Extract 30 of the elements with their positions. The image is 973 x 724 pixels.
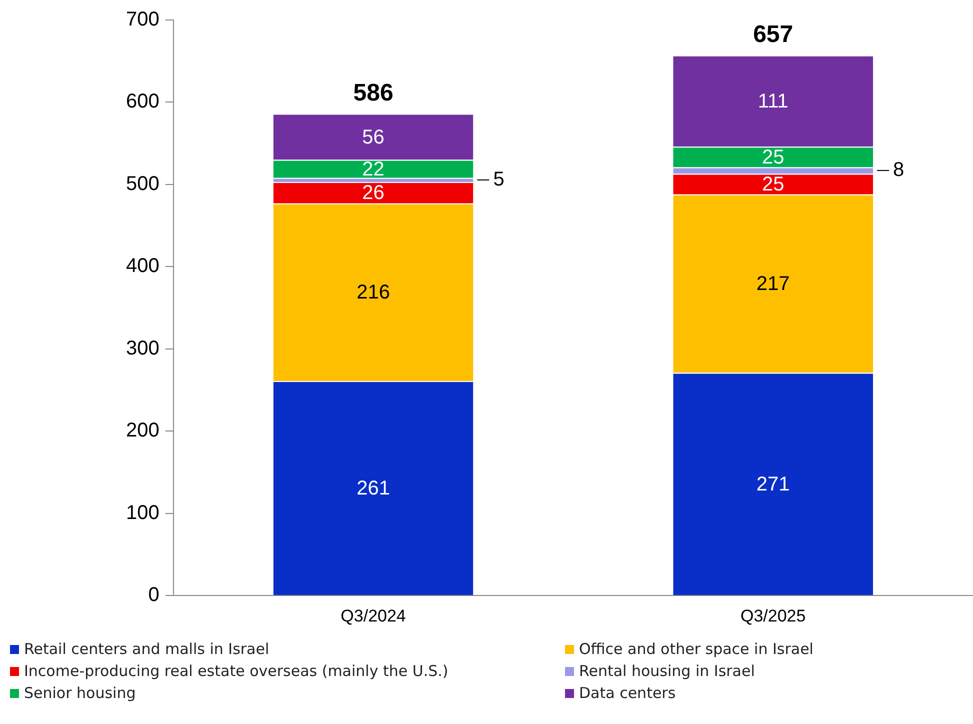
data-label: 26 bbox=[362, 182, 384, 204]
legend-label: Retail centers and malls in Israel bbox=[23, 640, 270, 658]
data-label: 111 bbox=[758, 90, 788, 113]
data-label: 217 bbox=[756, 273, 790, 296]
y-tick-label: 500 bbox=[126, 172, 160, 195]
y-tick-label: 200 bbox=[126, 420, 160, 442]
data-label: 261 bbox=[356, 478, 390, 500]
legend-label: Rental housing in Israel bbox=[578, 662, 756, 680]
data-label: 25 bbox=[762, 174, 784, 196]
legend-label: Income-producing real estate overseas (mainly the U.S.) bbox=[23, 662, 450, 680]
legend-label: Office and other space in Israel bbox=[578, 640, 814, 658]
y-tick-label: 300 bbox=[126, 337, 160, 360]
data-label: 216 bbox=[356, 282, 390, 304]
data-label: 271 bbox=[756, 473, 790, 496]
data-label: 8 bbox=[893, 158, 904, 181]
y-tick-label: 100 bbox=[126, 502, 160, 524]
x-tick-label: Q3/2024 bbox=[340, 606, 406, 626]
total-label: 657 bbox=[753, 20, 794, 48]
legend-label: Data centers bbox=[578, 684, 677, 702]
legend-label: Senior housing bbox=[23, 684, 137, 702]
data-label: 25 bbox=[762, 146, 784, 168]
y-tick-label: 400 bbox=[126, 255, 160, 278]
data-label: 5 bbox=[493, 168, 504, 190]
y-tick-label: 700 bbox=[126, 8, 160, 31]
y-tick-label: 600 bbox=[126, 90, 160, 113]
data-label: 22 bbox=[362, 158, 384, 180]
total-label: 586 bbox=[353, 79, 394, 106]
x-tick-label: Q3/2025 bbox=[740, 606, 806, 626]
y-tick-label: 0 bbox=[148, 584, 160, 606]
data-label: 56 bbox=[362, 126, 384, 148]
